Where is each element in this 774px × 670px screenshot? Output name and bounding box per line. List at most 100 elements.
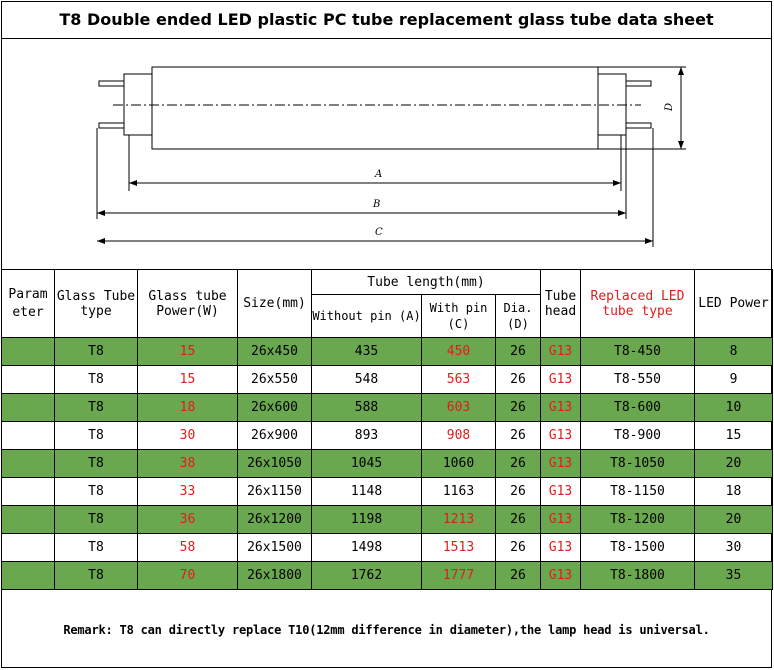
tube-head-cell: G13: [540, 337, 581, 366]
header-replaced-led-tube-type: Replaced LED tube type: [580, 269, 695, 338]
table-row: T8 36 26x1200 1198 1213 26 G13 T8-1200 2…: [1, 505, 773, 534]
size-cell: 26x450: [237, 337, 312, 366]
header-tube-head: Tube head: [540, 269, 581, 338]
replaced-type-cell: T8-1150: [580, 477, 695, 506]
size-cell: 26x600: [237, 393, 312, 422]
glass-type-cell: T8: [54, 393, 138, 422]
without-pin-cell: 1198: [311, 505, 422, 534]
param-cell: [1, 533, 55, 562]
header-glass-tube-type: Glass Tube type: [54, 269, 138, 338]
param-cell: [1, 449, 55, 478]
dia-cell: 26: [495, 477, 541, 506]
tube-head-cell: G13: [540, 393, 581, 422]
led-power-cell: 20: [694, 449, 773, 478]
tube-head-cell: G13: [540, 477, 581, 506]
header-size: Size(mm): [237, 269, 312, 338]
header-with-pin: With pin (C): [421, 294, 496, 338]
glass-power-cell: 18: [137, 393, 238, 422]
glass-power-cell: 38: [137, 449, 238, 478]
dimension-label-b: B: [372, 199, 380, 210]
with-pin-cell: 1163: [421, 477, 496, 506]
glass-power-cell: 15: [137, 337, 238, 366]
size-cell: 26x1200: [237, 505, 312, 534]
replaced-type-cell: T8-600: [580, 393, 695, 422]
replaced-type-cell: T8-1500: [580, 533, 695, 562]
dia-cell: 26: [495, 365, 541, 394]
led-power-cell: 10: [694, 393, 773, 422]
replaced-type-cell: T8-1800: [580, 561, 695, 590]
table-row: T8 30 26x900 893 908 26 G13 T8-900 15: [1, 421, 773, 450]
without-pin-cell: 588: [311, 393, 422, 422]
param-cell: [1, 365, 55, 394]
size-cell: 26x1500: [237, 533, 312, 562]
header-dia: Dia. (D): [495, 294, 541, 338]
dimension-label-d: D: [664, 103, 675, 112]
without-pin-cell: 1045: [311, 449, 422, 478]
size-cell: 26x1800: [237, 561, 312, 590]
param-cell: [1, 393, 55, 422]
without-pin-cell: 1762: [311, 561, 422, 590]
with-pin-cell: 603: [421, 393, 496, 422]
glass-power-cell: 36: [137, 505, 238, 534]
dimension-label-c: C: [375, 227, 383, 238]
with-pin-cell: 908: [421, 421, 496, 450]
without-pin-cell: 893: [311, 421, 422, 450]
table-row: T8 15 26x450 435 450 26 G13 T8-450 8: [1, 337, 773, 366]
param-cell: [1, 505, 55, 534]
led-power-cell: 18: [694, 477, 773, 506]
dimension-label-a: A: [374, 169, 382, 180]
with-pin-cell: 1513: [421, 533, 496, 562]
glass-type-cell: T8: [54, 421, 138, 450]
glass-type-cell: T8: [54, 477, 138, 506]
led-power-cell: 20: [694, 505, 773, 534]
size-cell: 26x900: [237, 421, 312, 450]
replaced-type-cell: T8-450: [580, 337, 695, 366]
dia-cell: 26: [495, 421, 541, 450]
with-pin-cell: 1060: [421, 449, 496, 478]
dia-cell: 26: [495, 561, 541, 590]
size-cell: 26x1050: [237, 449, 312, 478]
header-parameter: Param eter: [1, 269, 55, 338]
without-pin-cell: 1498: [311, 533, 422, 562]
page-title: T8 Double ended LED plastic PC tube repl…: [1, 1, 772, 39]
header-tube-length: Tube length(mm): [311, 269, 541, 295]
with-pin-cell: 1777: [421, 561, 496, 590]
table-row: T8 33 26x1150 1148 1163 26 G13 T8-1150 1…: [1, 477, 773, 506]
param-cell: [1, 421, 55, 450]
with-pin-cell: 1213: [421, 505, 496, 534]
size-cell: 26x550: [237, 365, 312, 394]
without-pin-cell: 435: [311, 337, 422, 366]
dia-cell: 26: [495, 393, 541, 422]
table-row: T8 70 26x1800 1762 1777 26 G13 T8-1800 3…: [1, 561, 773, 590]
led-power-cell: 30: [694, 533, 773, 562]
replaced-type-cell: T8-1050: [580, 449, 695, 478]
header-without-pin: Without pin (A): [311, 294, 422, 338]
replaced-type-cell: T8-550: [580, 365, 695, 394]
param-cell: [1, 561, 55, 590]
glass-power-cell: 58: [137, 533, 238, 562]
remark-note: Remark: T8 can directly replace T10(12mm…: [1, 589, 772, 669]
dia-cell: 26: [495, 533, 541, 562]
glass-power-cell: 30: [137, 421, 238, 450]
without-pin-cell: 1148: [311, 477, 422, 506]
param-cell: [1, 477, 55, 506]
header-led-power: LED Power: [694, 269, 773, 338]
glass-type-cell: T8: [54, 505, 138, 534]
glass-type-cell: T8: [54, 561, 138, 590]
size-cell: 26x1150: [237, 477, 312, 506]
header-glass-tube-power: Glass tube Power(W): [137, 269, 238, 338]
glass-power-cell: 33: [137, 477, 238, 506]
param-cell: [1, 337, 55, 366]
table-row: T8 38 26x1050 1045 1060 26 G13 T8-1050 2…: [1, 449, 773, 478]
tube-dimension-drawing: A B C D: [1, 39, 772, 269]
table-row: T8 15 26x550 548 563 26 G13 T8-550 9: [1, 365, 773, 394]
table-row: T8 58 26x1500 1498 1513 26 G13 T8-1500 3…: [1, 533, 773, 562]
glass-power-cell: 70: [137, 561, 238, 590]
with-pin-cell: 450: [421, 337, 496, 366]
led-power-cell: 9: [694, 365, 773, 394]
led-power-cell: 8: [694, 337, 773, 366]
glass-type-cell: T8: [54, 533, 138, 562]
tube-diagram-icon: A B C D: [96, 66, 686, 247]
tube-head-cell: G13: [540, 449, 581, 478]
glass-type-cell: T8: [54, 449, 138, 478]
